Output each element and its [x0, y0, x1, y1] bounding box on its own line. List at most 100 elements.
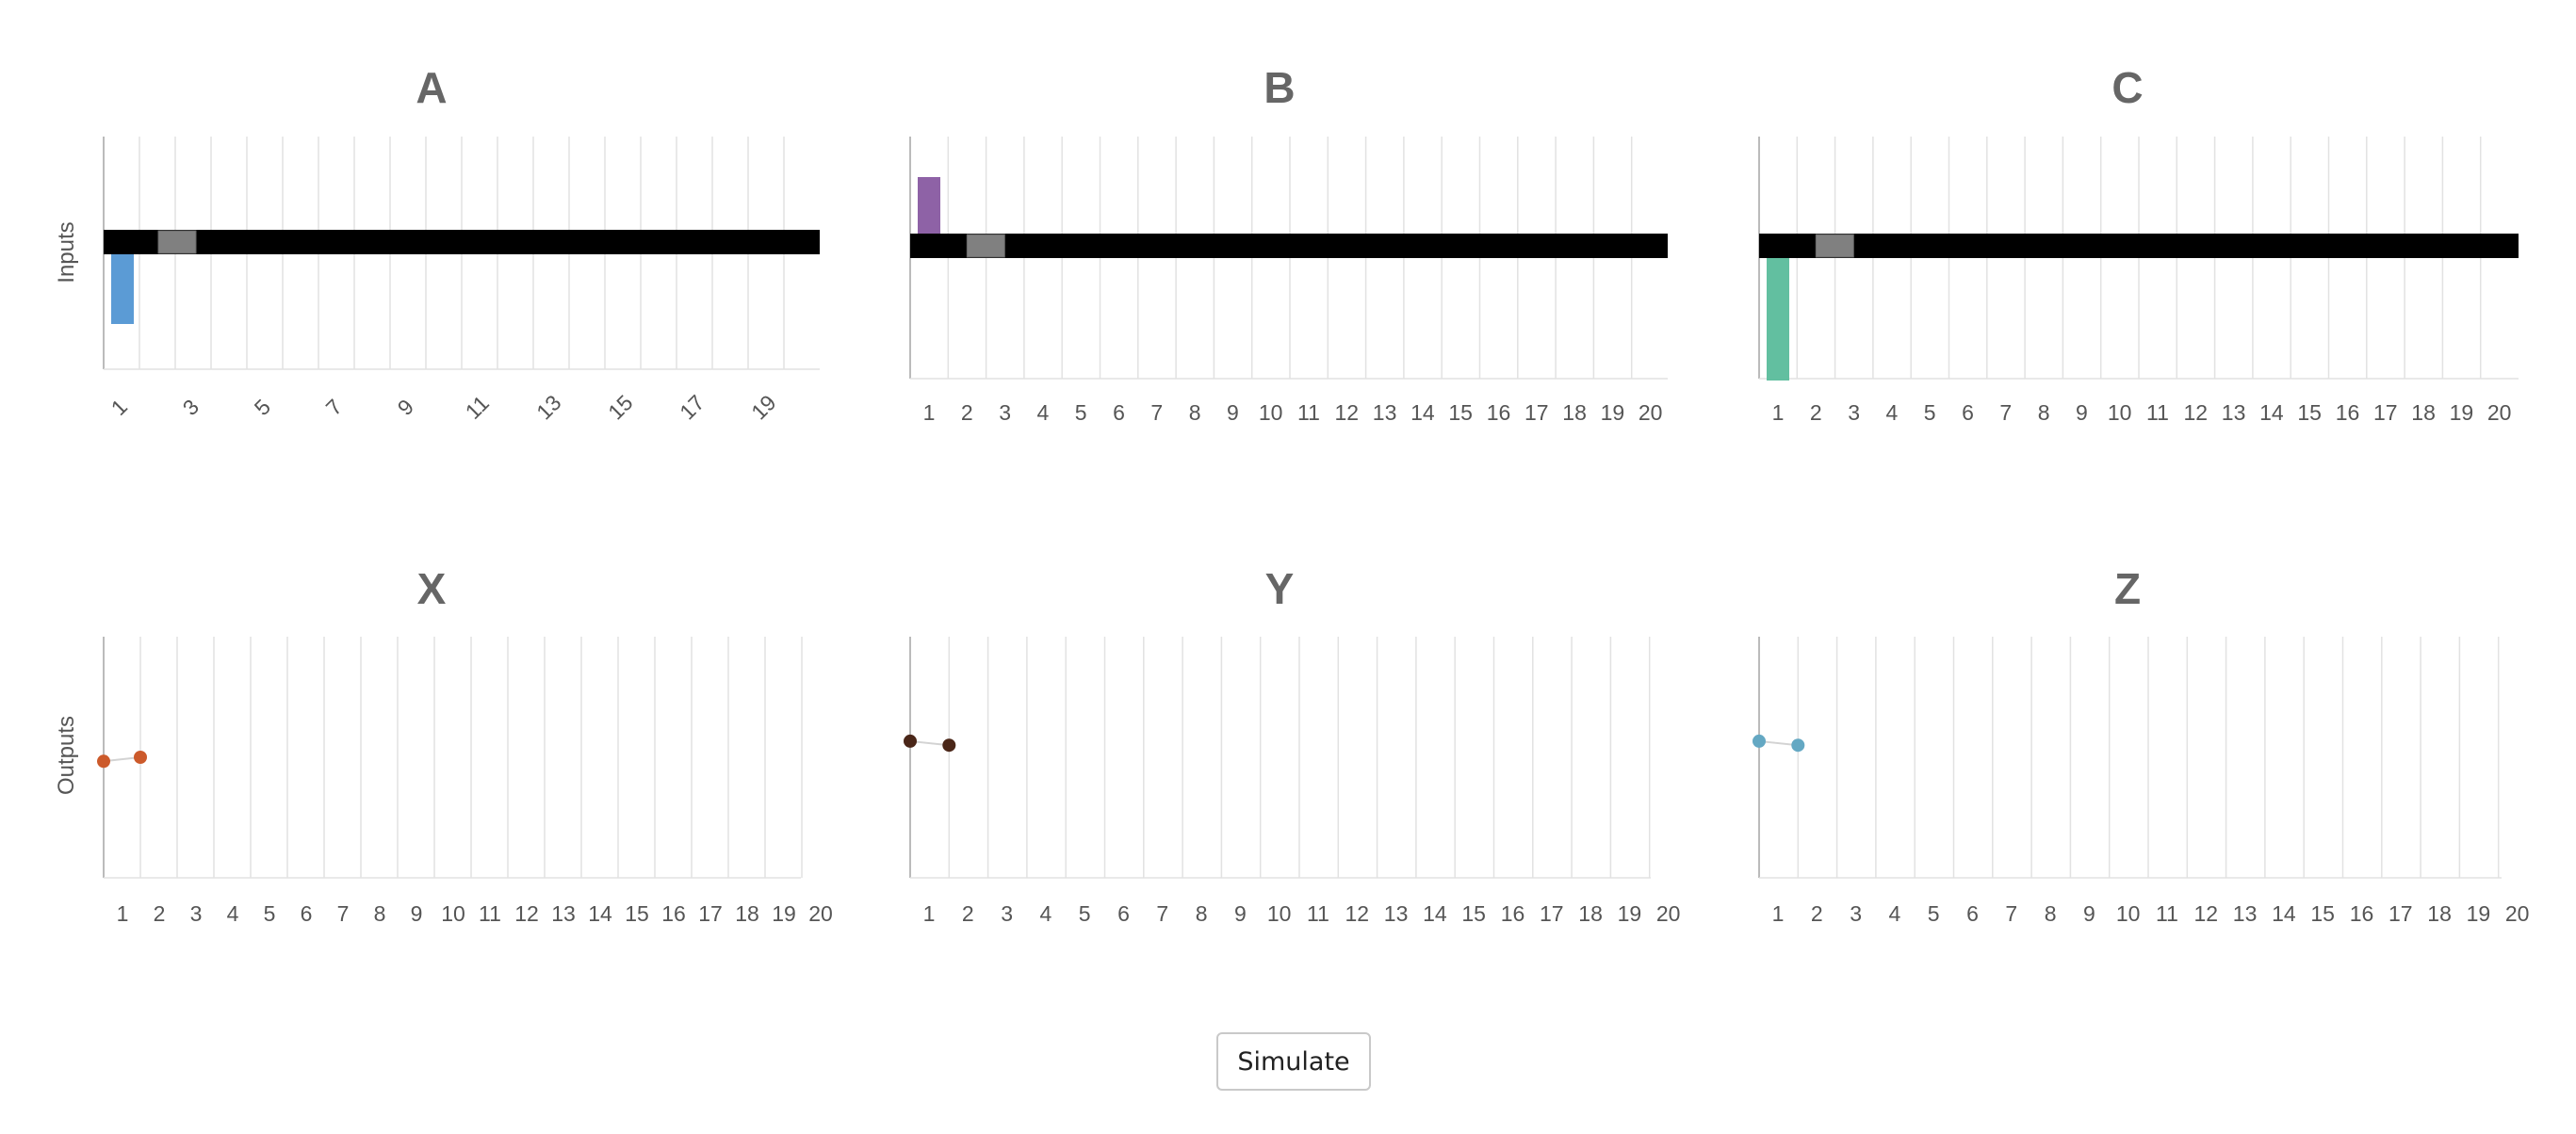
tick-label: 5	[264, 901, 276, 926]
tick-label: 15	[1461, 901, 1486, 926]
tick-label: 13	[2222, 400, 2246, 425]
slider-handle[interactable]	[1815, 234, 1854, 258]
tick-label: 13	[1384, 901, 1409, 926]
tick-label: 6	[301, 901, 313, 926]
input-bar[interactable]	[111, 254, 134, 324]
tick-label: 16	[1501, 901, 1525, 926]
tick-label: 6	[1966, 901, 1979, 926]
tick-label: 4	[1037, 400, 1050, 425]
tick-label: 15	[603, 390, 637, 424]
tick-label: 1	[1772, 400, 1785, 425]
tick-label: 3	[190, 901, 203, 926]
tick-label: 9	[2076, 400, 2088, 425]
tick-label: 14	[1410, 400, 1435, 425]
tick-label: 6	[1113, 400, 1125, 425]
data-point	[904, 734, 917, 748]
tick-label: 12	[514, 901, 539, 926]
tick-label: 5	[1928, 901, 1940, 926]
panel-title-x: X	[416, 564, 447, 613]
chart-z: 1 2 3 4 5 6 7 8 9 10 11 12 13 14 15 16 17 18 19 20	[1753, 637, 2529, 926]
tick-label: 5	[250, 395, 275, 420]
tick-label: 11	[479, 901, 501, 926]
tick-label: 20	[2487, 400, 2512, 425]
tick-label: 12	[2184, 400, 2209, 425]
tick-label: 20	[1656, 901, 1681, 926]
tick-label: 17	[2373, 400, 2398, 425]
tick-label: 17	[1524, 400, 1549, 425]
tick-label: 11	[1307, 901, 1329, 926]
tick-label: 8	[374, 901, 386, 926]
tick-label: 7	[337, 901, 350, 926]
tick-label: 20	[808, 901, 833, 926]
tick-label: 18	[1562, 400, 1587, 425]
tick-label: 15	[1448, 400, 1473, 425]
tick-label: 1	[1772, 901, 1785, 926]
tick-label: 16	[2350, 901, 2374, 926]
data-point	[1791, 738, 1805, 753]
tick-label: 9	[2083, 901, 2095, 926]
tick-label: 10	[2108, 400, 2132, 425]
tick-label: 9	[411, 901, 423, 926]
input-bar[interactable]	[1767, 258, 1789, 381]
tick-label: 6	[1117, 901, 1130, 926]
tick-label: 14	[2272, 901, 2296, 926]
tick-label: 1	[117, 901, 129, 926]
tick-label: 3	[178, 395, 204, 420]
tick-label: 14	[588, 901, 612, 926]
tick-label: 10	[1259, 400, 1283, 425]
tick-label: 14	[2259, 400, 2284, 425]
tick-label: 10	[1267, 901, 1292, 926]
tick-label: 7	[321, 395, 347, 420]
tick-label: 12	[2194, 901, 2219, 926]
tick-label: 18	[1578, 901, 1603, 926]
tick-label: 5	[1079, 901, 1091, 926]
chart-a: 1 3 5 7 9 11 13 15 17 19	[103, 137, 820, 425]
tick-label: 8	[2038, 400, 2050, 425]
tick-label: 17	[2389, 901, 2413, 926]
tick-label: 8	[1189, 400, 1201, 425]
slider-track	[104, 230, 820, 254]
tick-label: 13	[531, 390, 565, 424]
tick-label: 6	[1962, 400, 1974, 425]
tick-label: 13	[2233, 901, 2258, 926]
tick-label: 4	[1886, 400, 1899, 425]
tick-label: 15	[625, 901, 649, 926]
tick-label: 18	[2427, 901, 2452, 926]
tick-label: 2	[1810, 400, 1822, 425]
data-point	[942, 738, 956, 753]
tick-label: 4	[1889, 901, 1901, 926]
tick-label: 7	[1156, 901, 1168, 926]
tick-label: 19	[1601, 400, 1625, 425]
tick-label: 16	[661, 901, 686, 926]
tick-label: 5	[1075, 400, 1087, 425]
tick-label: 16	[2336, 400, 2360, 425]
tick-label: 10	[2116, 901, 2141, 926]
chart-x: 1 2 3 4 5 6 7 8 9 10 11 12 13 14 15 16 17 18 19 20	[97, 637, 833, 926]
slider-track	[910, 234, 1668, 258]
tick-label: 9	[1227, 400, 1239, 425]
slider-track	[1759, 234, 2519, 258]
tick-label: 5	[1924, 400, 1936, 425]
tick-label: 11	[2146, 400, 2169, 425]
slider-handle[interactable]	[966, 234, 1005, 258]
simulate-button[interactable]: Simulate	[1216, 1032, 1371, 1091]
panel-title-y: Y	[1264, 564, 1295, 613]
tick-label: 3	[1848, 400, 1860, 425]
panel-title-c: C	[2111, 63, 2144, 112]
tick-label: 19	[772, 901, 796, 926]
tick-label: 9	[393, 395, 418, 420]
slider-handle[interactable]	[157, 230, 197, 254]
tick-label: 20	[2505, 901, 2530, 926]
tick-label: 4	[227, 901, 239, 926]
tick-label: 16	[1487, 400, 1511, 425]
input-bar[interactable]	[918, 177, 940, 234]
tick-label: 14	[1423, 901, 1447, 926]
tick-label: 13	[551, 901, 576, 926]
tick-label: 11	[2156, 901, 2178, 926]
chart-y: 1 2 3 4 5 6 7 8 9 10 11 12 13 14 15 16 17 18 19 20	[904, 637, 1680, 926]
tick-label: 12	[1345, 901, 1370, 926]
tick-label: 17	[698, 901, 723, 926]
panel-title-a: A	[416, 63, 448, 112]
tick-label: 18	[2411, 400, 2436, 425]
